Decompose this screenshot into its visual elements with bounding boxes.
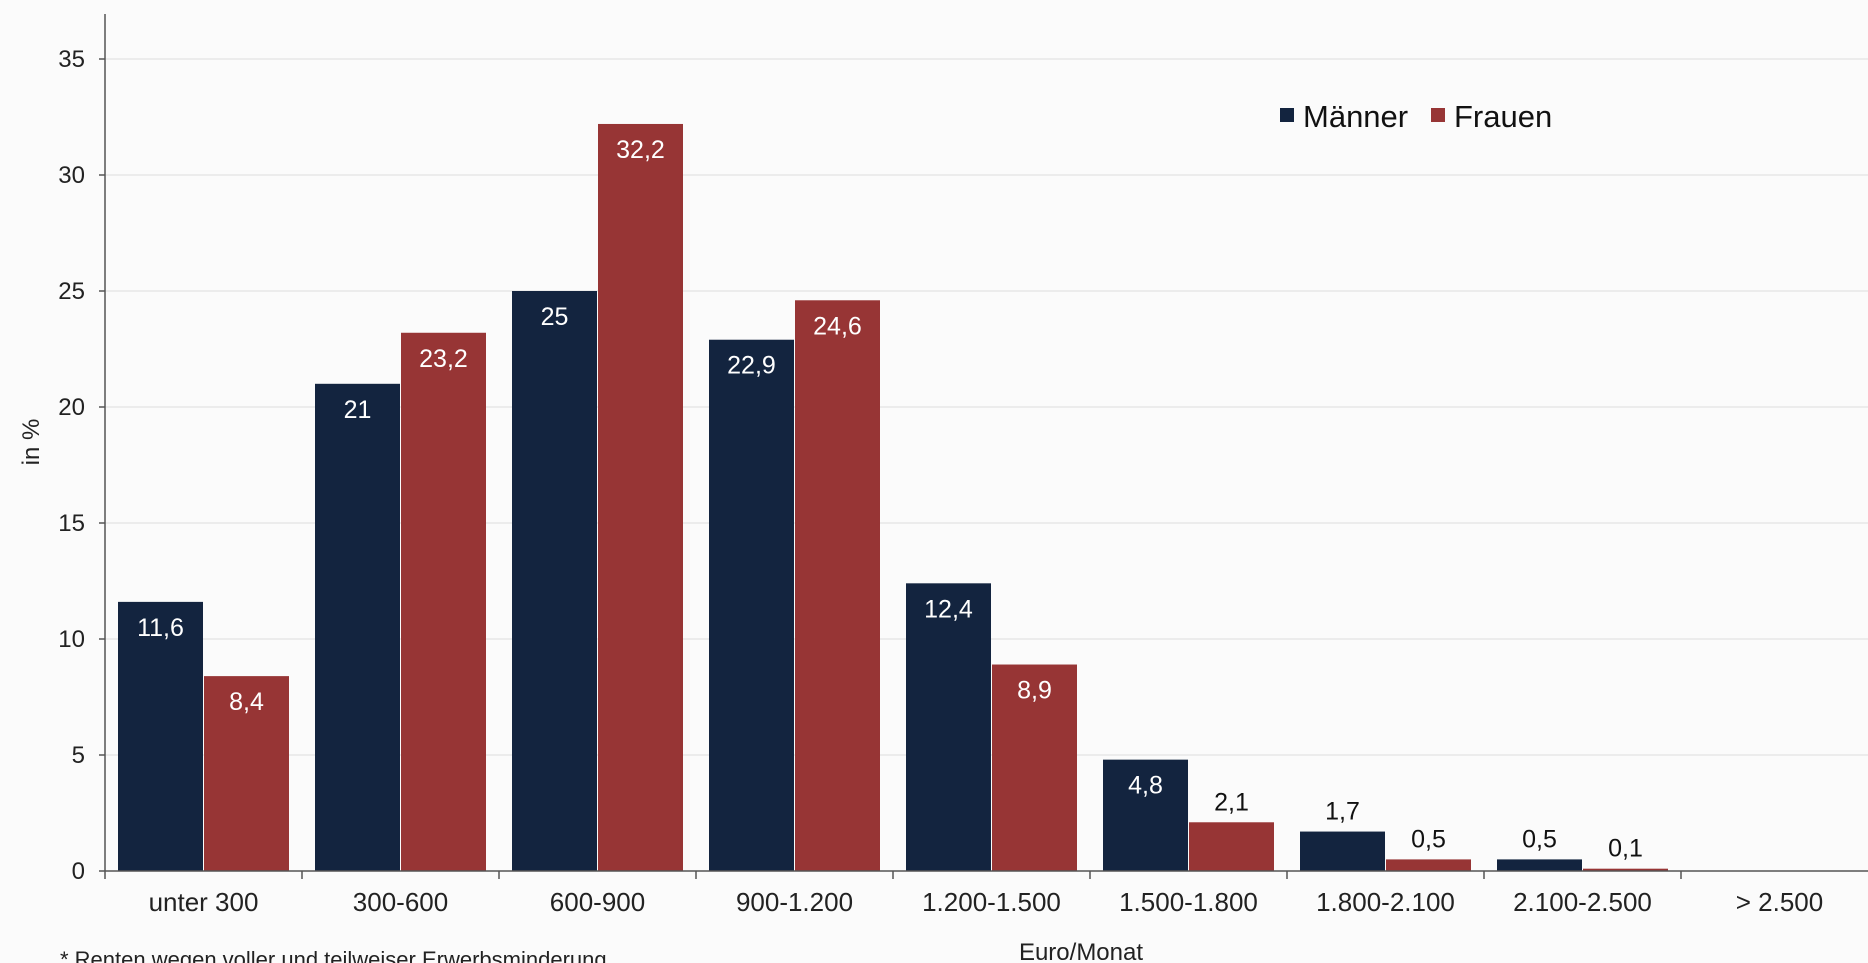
y-axis-title: in %: [18, 419, 45, 466]
bar-maenner: [118, 601, 203, 871]
bar-maenner: [709, 339, 794, 872]
data-label: 8,4: [229, 688, 264, 716]
data-label: 25: [541, 303, 569, 331]
x-tick-label: unter 300: [149, 887, 259, 917]
x-tick-labels: unter 300 300-600 600-900 900-1.200 1.200-1.…: [104, 871, 1823, 917]
y-tick-label: 25: [58, 278, 85, 305]
data-label: 21: [344, 396, 372, 424]
bar-frauen: [204, 676, 289, 871]
bar-maenner: [1103, 759, 1188, 871]
data-label: 0,1: [1608, 835, 1643, 863]
bar-frauen: [401, 332, 486, 871]
x-tick-label: 1.200-1.500: [922, 887, 1061, 917]
y-tick-label: 35: [58, 46, 85, 73]
bar-frauen: [992, 664, 1077, 871]
bar-frauen: [598, 123, 683, 871]
bar-maenner: [315, 383, 400, 871]
legend-swatch-maenner: [1280, 108, 1294, 122]
data-label: 24,6: [813, 312, 862, 340]
y-tick-label: 10: [58, 626, 85, 653]
bar-maenner: [1497, 859, 1582, 871]
data-label: 11,6: [137, 614, 184, 642]
data-label: 32,2: [616, 136, 665, 164]
data-labels: 11,6 21 25 22,9 12,4 4,8 1,7 0,5 8,4 23,2 32,2 24,6…: [137, 136, 1643, 863]
y-tick-label: 15: [58, 510, 85, 537]
x-tick-label: > 2.500: [1736, 887, 1823, 917]
y-tick-labels: 0 5 10 15 20 25 30 35: [58, 46, 105, 885]
bar-frauen: [1386, 859, 1471, 871]
x-tick-label: 1.800-2.100: [1316, 887, 1455, 917]
legend: Männer Frauen: [1280, 99, 1552, 134]
bar-maenner: [1300, 831, 1385, 871]
data-label: 12,4: [924, 595, 973, 623]
data-label: 0,5: [1522, 825, 1557, 853]
x-tick-label: 900-1.200: [736, 887, 853, 917]
bar-maenner: [512, 291, 597, 871]
y-tick-label: 0: [72, 858, 85, 885]
data-label: 8,9: [1017, 677, 1052, 705]
y-tick-label: 5: [72, 742, 85, 769]
x-tick-label: 2.100-2.500: [1513, 887, 1652, 917]
data-label: 23,2: [419, 345, 468, 373]
legend-label-frauen: Frauen: [1454, 99, 1552, 134]
bar-frauen: [1583, 868, 1668, 871]
legend-label-maenner: Männer: [1303, 99, 1408, 134]
data-label: 2,1: [1214, 788, 1249, 816]
data-label: 0,5: [1411, 825, 1446, 853]
x-tick-label: 600-900: [550, 887, 645, 917]
bars: [118, 123, 1668, 872]
legend-swatch-frauen: [1431, 108, 1445, 122]
data-label: 1,7: [1325, 798, 1360, 826]
x-axis-title: Euro/Monat: [1019, 939, 1143, 963]
y-tick-label: 30: [58, 162, 85, 189]
data-label: 22,9: [727, 352, 776, 380]
bar-frauen: [1189, 822, 1274, 871]
data-label: 4,8: [1128, 772, 1163, 800]
x-tick-label: 1.500-1.800: [1119, 887, 1258, 917]
bar-maenner: [906, 583, 991, 871]
x-tick-label: 300-600: [353, 887, 448, 917]
y-tick-label: 20: [58, 394, 85, 421]
footnote: * Renten wegen voller und teilweiser Erw…: [60, 947, 607, 963]
axes: [104, 14, 1868, 872]
bar-frauen: [795, 300, 880, 871]
